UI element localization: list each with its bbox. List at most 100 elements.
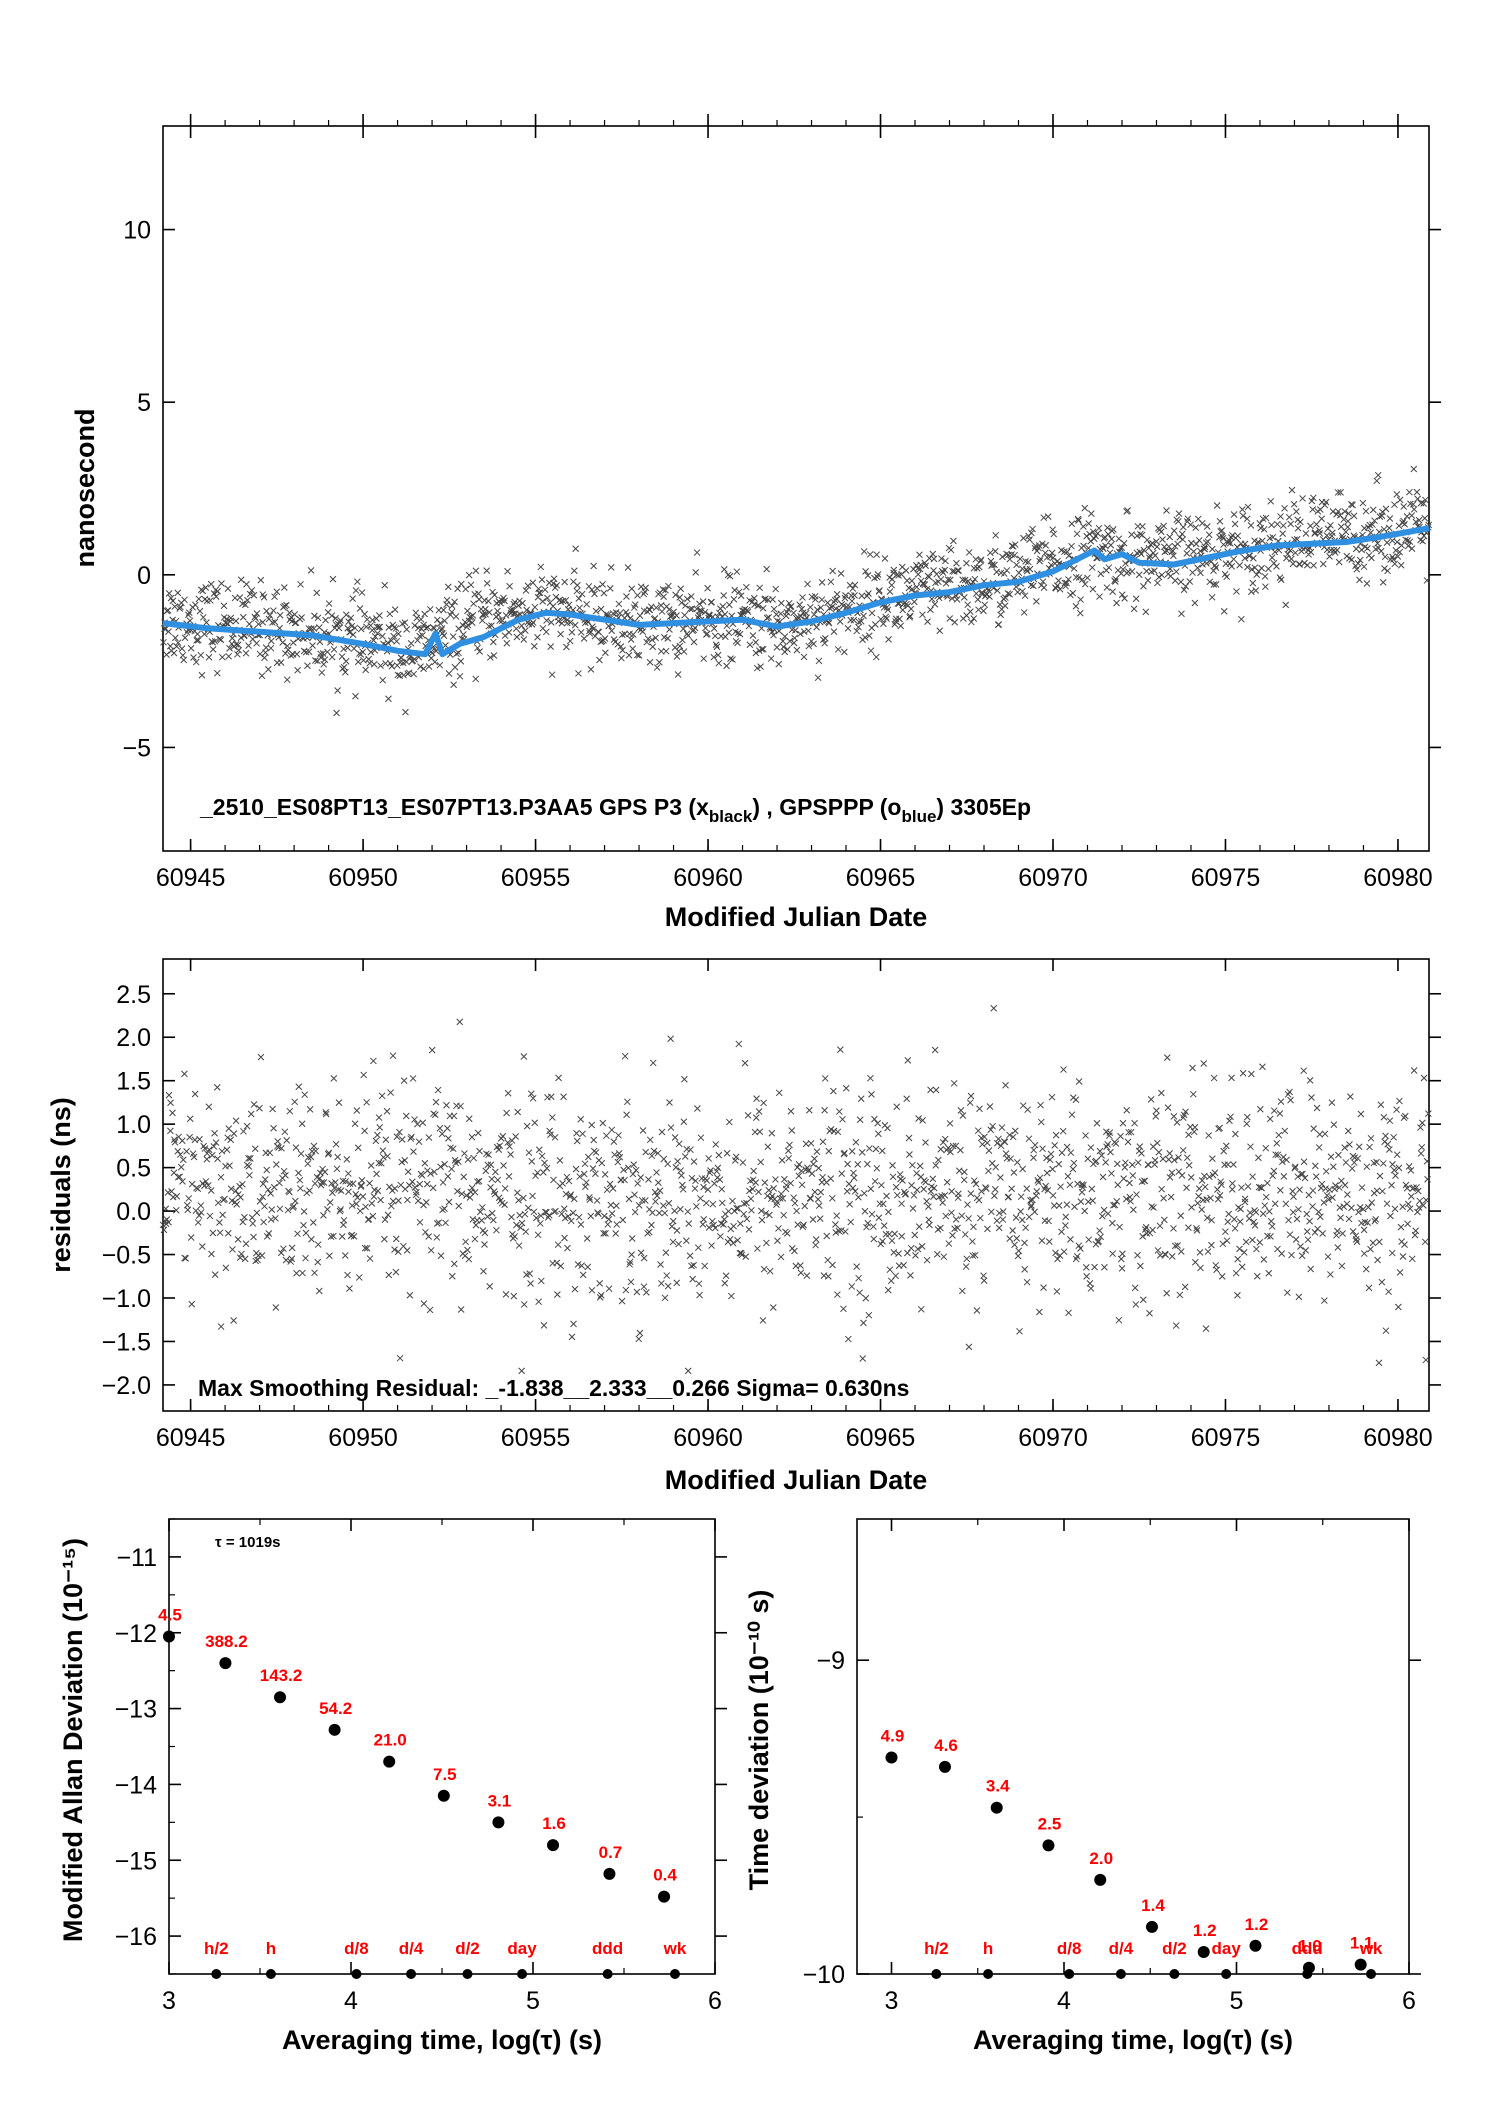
scatter-point: [1282, 1200, 1290, 1208]
scatter-point: [357, 1183, 365, 1190]
scatter-point: [912, 1252, 919, 1259]
scatter-point: [356, 1207, 364, 1215]
scatter-point: [407, 640, 415, 647]
scatter-point: [484, 1161, 492, 1169]
scatter-point: [379, 1147, 387, 1154]
point-count-label: 4.5: [158, 1606, 182, 1625]
scatter-point: [195, 595, 203, 603]
scatter-point: [197, 1202, 205, 1209]
scatter-point: [422, 1198, 430, 1206]
scatter-point: [605, 1285, 613, 1293]
scatter-point: [318, 1179, 326, 1186]
scatter-point: [302, 1229, 310, 1237]
scatter-point: [1321, 1297, 1328, 1304]
scatter-point: [937, 1224, 944, 1232]
scatter-point: [1276, 574, 1284, 581]
scatter-point: [1080, 542, 1087, 550]
scatter-point: [391, 606, 399, 613]
tdev-points: 4.9 4.63.42.52.01.41.2 1.21.0 1.1h/2 h d/8 d/4…: [881, 1726, 1383, 1979]
scatter-point: [1195, 1192, 1202, 1200]
scatter-point: [167, 1099, 174, 1107]
scatter-point: [501, 597, 508, 605]
scatter-point: [439, 1179, 447, 1186]
scatter-point: [335, 1099, 343, 1106]
scatter-point: [1410, 1184, 1418, 1192]
scatter-point: [1243, 1113, 1251, 1121]
scatter-point: [297, 580, 304, 588]
scatter-point: [557, 598, 565, 606]
scatter-point: [391, 1185, 399, 1192]
scatter-point: [1211, 562, 1219, 569]
series-gpsppp-line: [162, 525, 1430, 658]
scatter-point: [1274, 520, 1281, 528]
scatter-point: [1367, 1134, 1375, 1142]
scatter-point: [1109, 588, 1116, 595]
scatter-point: [1415, 1204, 1423, 1211]
scatter-point: [660, 1202, 667, 1209]
time-marker-dot: [1366, 1969, 1377, 1979]
scatter-point: [574, 1260, 582, 1268]
scatter-point: [425, 663, 433, 670]
scatter-point: [1234, 1291, 1241, 1299]
scatter-point: [828, 1194, 836, 1202]
scatter-point: [212, 1139, 220, 1147]
scatter-point: [1131, 1119, 1138, 1127]
scatter-point: [1276, 1186, 1284, 1194]
scatter-point: [1405, 1163, 1413, 1170]
scatter-point: [543, 617, 550, 624]
scatter-point: [179, 1156, 187, 1164]
scatter-point: [605, 1215, 613, 1223]
scatter-point: [1312, 1173, 1320, 1180]
scatter-point: [563, 1173, 571, 1181]
scatter-point: [1183, 1154, 1191, 1162]
scatter-point: [346, 1180, 354, 1188]
scatter-point: [677, 585, 685, 593]
scatter-point: [783, 1181, 790, 1189]
scatter-point: [1117, 1132, 1124, 1140]
scatter-point: [1306, 1217, 1313, 1225]
scatter-point: [676, 594, 684, 601]
scatter-point: [999, 1208, 1007, 1215]
scatter-point: [770, 631, 777, 639]
scatter-point: [263, 1166, 271, 1174]
scatter-point: [340, 663, 348, 671]
scatter-point: [1203, 1196, 1210, 1203]
scatter-point: [488, 622, 495, 629]
scatter-point: [1001, 602, 1009, 610]
scatter-point: [584, 1263, 592, 1271]
scatter-point: [1363, 1163, 1371, 1171]
scatter-point: [1230, 555, 1238, 563]
scatter-point: [1194, 1199, 1202, 1207]
scatter-point: [1249, 579, 1257, 587]
scatter-point: [602, 1230, 609, 1237]
scatter-point: [794, 1221, 802, 1229]
scatter-point: [261, 1202, 268, 1210]
scatter-point: [332, 1140, 340, 1148]
scatter-point: [1039, 540, 1046, 548]
scatter-point: [775, 660, 783, 668]
plot-frame: [856, 1518, 1410, 1975]
scatter-point: [1033, 1188, 1041, 1195]
scatter-point: [1410, 505, 1418, 513]
point-count-label: 1.0: [1298, 1937, 1322, 1956]
time-marker-label: ddd: [592, 1939, 623, 1958]
scatter-point: [451, 598, 458, 606]
scatter-point: [1322, 498, 1330, 506]
scatter-point: [1289, 560, 1297, 568]
scatter-point: [805, 642, 813, 650]
scatter-point: [1193, 1224, 1200, 1232]
x-tick-label: 5: [526, 1987, 540, 2015]
scatter-point: [253, 610, 261, 617]
scatter-point: [705, 1155, 713, 1162]
scatter-point: [431, 1168, 438, 1176]
scatter-point: [633, 1288, 641, 1296]
scatter-point: [372, 1137, 380, 1145]
scatter-point: [990, 1004, 998, 1012]
scatter-point: [765, 613, 773, 621]
scatter-point: [1180, 586, 1188, 594]
scatter-point: [1364, 1219, 1371, 1226]
scatter-point: [660, 593, 667, 601]
scatter-point: [739, 1159, 747, 1166]
scatter-point: [1170, 1156, 1178, 1164]
scatter-point: [1037, 555, 1044, 563]
